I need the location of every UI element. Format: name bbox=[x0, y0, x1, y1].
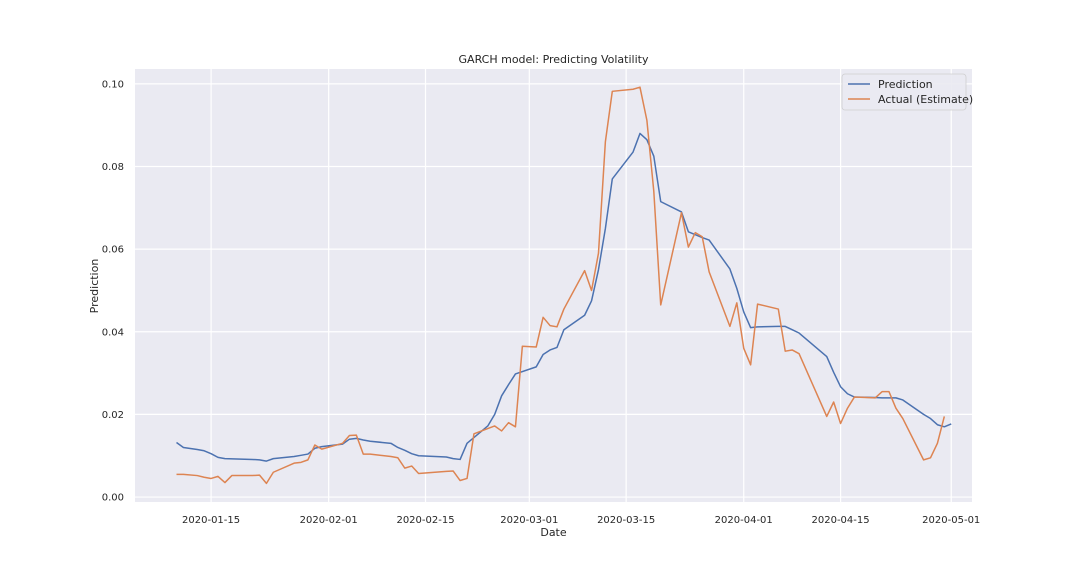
series-lines bbox=[176, 86, 952, 485]
x-tick-label: 2020-03-01 bbox=[500, 515, 558, 526]
x-tick-label: 2020-03-15 bbox=[597, 515, 655, 526]
x-tick-label: 2020-04-15 bbox=[812, 515, 870, 526]
plot-background bbox=[135, 69, 972, 502]
x-tick-label: 2020-04-01 bbox=[715, 515, 773, 526]
grid bbox=[135, 69, 972, 502]
x-tick-label: 2020-05-01 bbox=[922, 515, 980, 526]
y-axis-label: Prediction bbox=[88, 259, 101, 314]
legend-label-prediction: Prediction bbox=[878, 78, 933, 91]
x-tick-label: 2020-02-15 bbox=[396, 515, 454, 526]
series-line-actual-estimate bbox=[176, 86, 946, 485]
y-tick-label: 0.06 bbox=[102, 245, 124, 256]
y-tick-labels: 0.00 0.02 0.04 0.06 0.08 0.10 bbox=[102, 79, 124, 503]
y-tick-label: 0.10 bbox=[102, 79, 124, 90]
series-line-prediction bbox=[176, 132, 952, 462]
legend-label-actual: Actual (Estimate) bbox=[878, 93, 973, 106]
y-tick-label: 0.02 bbox=[102, 410, 124, 421]
legend-box bbox=[841, 73, 967, 111]
y-tick-label: 0.08 bbox=[102, 162, 124, 173]
x-axis-label: Date bbox=[540, 526, 567, 539]
x-tick-label: 2020-02-01 bbox=[300, 515, 358, 526]
chart-title: GARCH model: Predicting Volatility bbox=[459, 53, 649, 66]
x-tick-labels: 2020-01-15 2020-02-01 2020-02-15 2020-03-01… bbox=[182, 515, 980, 526]
x-tick-label: 2020-01-15 bbox=[182, 515, 240, 526]
y-tick-label: 0.04 bbox=[102, 327, 124, 338]
legend: Prediction Actual (Estimate) bbox=[841, 73, 973, 111]
y-tick-label: 0.00 bbox=[102, 493, 124, 504]
